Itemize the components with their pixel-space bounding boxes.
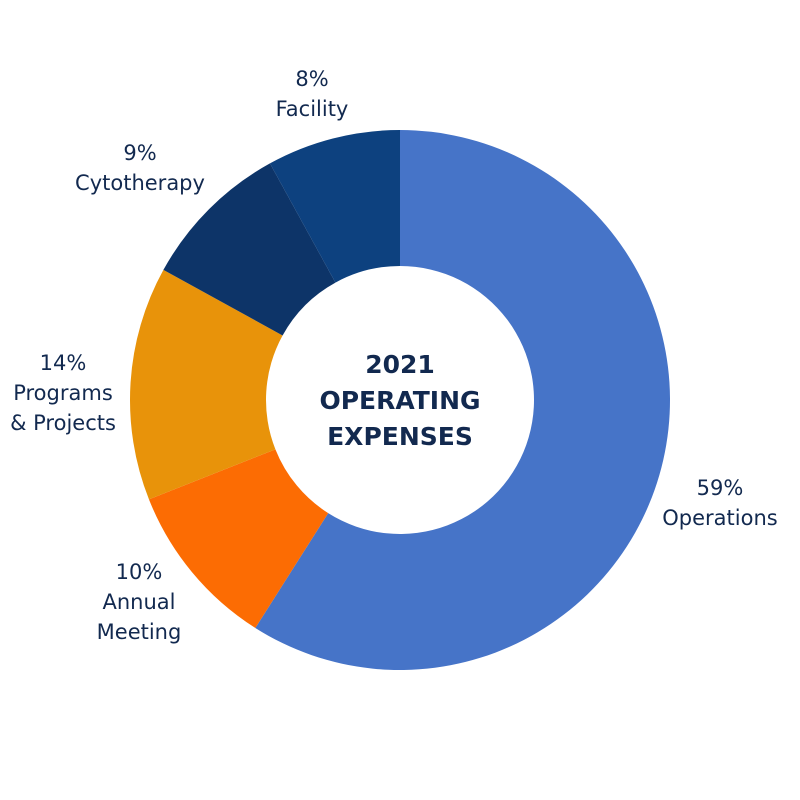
slice-label-operations: 59% Operations xyxy=(662,476,777,530)
chart-title: 2021 OPERATING EXPENSES xyxy=(319,350,480,451)
chart-slices xyxy=(130,130,670,670)
slice-label-programs-projects: 14% Programs & Projects xyxy=(10,351,116,435)
slice-label-annual-meeting: 10% Annual Meeting xyxy=(97,560,182,644)
slice-facility xyxy=(269,130,400,283)
slice-annual-meeting xyxy=(148,449,329,628)
slice-programs-projects xyxy=(130,269,283,500)
slice-cytotherapy xyxy=(163,163,336,336)
chart-slice-labels: 59% Operations 10% Annual Meeting 14% Programs… xyxy=(10,67,778,644)
slice-label-cytotherapy: 9% Cytotherapy xyxy=(75,141,205,195)
slice-label-facility: 8% Facility xyxy=(276,67,349,121)
slice-operations xyxy=(255,130,670,670)
